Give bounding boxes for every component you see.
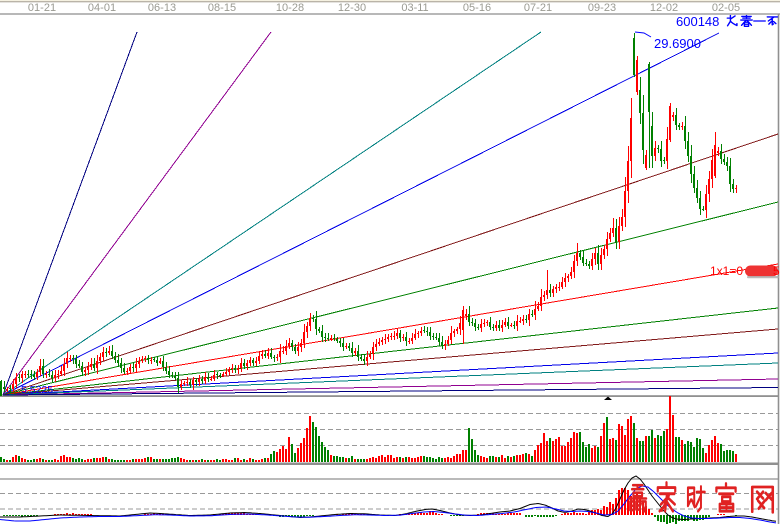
- svg-text:12-02: 12-02: [650, 2, 678, 14]
- svg-text:05-16: 05-16: [463, 2, 491, 14]
- svg-text:5.5225: 5.5225: [21, 384, 53, 396]
- svg-text:03-11: 03-11: [401, 2, 428, 14]
- svg-text:07-21: 07-21: [524, 2, 552, 14]
- svg-text:600148: 600148: [676, 14, 719, 29]
- svg-text:01-21: 01-21: [28, 2, 56, 14]
- svg-text:29.6900: 29.6900: [654, 36, 701, 51]
- svg-text:04-01: 04-01: [88, 2, 116, 14]
- svg-text:06-13: 06-13: [148, 2, 176, 14]
- svg-text:12-30: 12-30: [338, 2, 366, 14]
- svg-text:08-15: 08-15: [208, 2, 236, 14]
- svg-text:09-23: 09-23: [588, 2, 616, 14]
- svg-text:10-28: 10-28: [276, 2, 304, 14]
- svg-text:1x1=0: 1x1=0: [710, 264, 743, 278]
- svg-text:5: 5: [773, 264, 780, 278]
- svg-text:02-05: 02-05: [712, 2, 740, 14]
